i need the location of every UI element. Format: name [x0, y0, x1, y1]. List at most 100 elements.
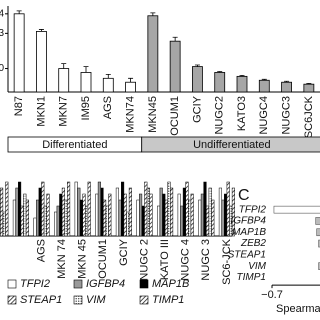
- bar: [318, 239, 320, 248]
- bar: [167, 181, 171, 237]
- bar: [77, 187, 81, 237]
- legend-swatch: [7, 295, 17, 305]
- legend-label: TFPI2: [20, 278, 50, 290]
- bar: [169, 40, 181, 93]
- x-tick-label: KATO3: [236, 96, 248, 131]
- x-tick-label: AGS: [35, 239, 47, 262]
- legend-label: STEAP1: [20, 294, 62, 306]
- bar: [74, 181, 78, 237]
- group-label: Undifferentiated: [193, 139, 270, 151]
- bar: [33, 217, 37, 237]
- bar: [226, 181, 230, 237]
- x-tick-label: SC6-JCK: [221, 238, 233, 285]
- bar: [136, 199, 140, 237]
- x-tick-label: MKN45: [147, 96, 159, 133]
- x-tick-label: NUGC 2: [138, 239, 150, 281]
- error-bar: [239, 74, 245, 77]
- x-tick-label: OCUM1: [97, 239, 109, 279]
- bar: [58, 68, 70, 93]
- x-tick-label: NUGC4: [258, 96, 270, 135]
- bar: [214, 72, 226, 93]
- y-tick-label: IGFBP4: [230, 216, 266, 227]
- error-bar: [261, 78, 267, 81]
- error-bar: [61, 63, 67, 69]
- x-tick-label: NUGC 4: [180, 239, 192, 281]
- bar: [139, 193, 143, 237]
- x-tick-label: N87: [13, 96, 25, 116]
- bar: [0, 187, 4, 237]
- bar: [236, 75, 248, 93]
- bar: [36, 31, 47, 93]
- bar: [46, 193, 50, 237]
- bar: [59, 193, 63, 237]
- bar: [103, 199, 107, 237]
- bar: [190, 193, 194, 237]
- error-bar: [194, 64, 200, 67]
- bar: [231, 187, 235, 237]
- bar: [170, 187, 174, 237]
- bar: [38, 187, 42, 237]
- bar: [128, 187, 132, 237]
- legend-swatch: [139, 295, 149, 305]
- legend-swatch: [139, 279, 149, 289]
- bar: [162, 193, 166, 237]
- x-axis-label: Spearma: [276, 303, 320, 315]
- bar: [221, 199, 225, 237]
- bar: [125, 81, 136, 93]
- error-bar: [83, 66, 89, 73]
- x-tick-label: IM95: [80, 96, 92, 120]
- bar: [315, 217, 320, 225]
- bar: [211, 199, 215, 237]
- bar: [198, 199, 202, 237]
- y-tick-label: VIM: [248, 261, 266, 272]
- legend-label: VIM: [86, 294, 106, 306]
- legend-label: TIMP1: [152, 294, 184, 306]
- x-tick-label: GCIY: [118, 238, 130, 266]
- bar: [108, 193, 112, 237]
- bar: [105, 205, 109, 237]
- x-tick-label: MKN1: [35, 96, 47, 127]
- bar: [281, 81, 292, 93]
- bar: [182, 187, 186, 237]
- x-tick-label: MKN7: [58, 96, 70, 127]
- bar: [192, 66, 203, 93]
- bar: [118, 199, 122, 237]
- bar: [224, 193, 228, 237]
- y-tick-label: 3: [0, 28, 4, 39]
- x-tick-label: −0.7: [261, 289, 283, 301]
- bar: [208, 187, 212, 237]
- x-tick-label: MKN 45: [77, 239, 89, 279]
- bar: [200, 193, 204, 237]
- bar: [64, 199, 68, 237]
- bar: [159, 187, 163, 237]
- bar: [20, 205, 24, 237]
- bar: [126, 211, 130, 237]
- bar: [258, 79, 270, 93]
- bar: [177, 193, 181, 237]
- legend-label: MAP1B: [152, 278, 189, 290]
- group-label: Differentiated: [42, 139, 107, 151]
- bar: [5, 181, 9, 237]
- panel-label: C: [238, 187, 250, 204]
- bar: [303, 83, 315, 93]
- legend-swatch: [7, 279, 17, 289]
- bar: [82, 193, 86, 237]
- x-tick-label: AGS: [102, 96, 114, 119]
- bar: [43, 205, 47, 237]
- group-box: [141, 136, 320, 153]
- bar: [67, 181, 71, 237]
- bar: [100, 187, 104, 237]
- x-tick-label: SC6JCK: [303, 95, 315, 138]
- bar: [144, 181, 148, 237]
- bar: [41, 181, 45, 237]
- error-bar: [306, 83, 312, 85]
- y-tick-label: 4: [0, 8, 4, 19]
- error-bar: [128, 77, 134, 83]
- bar: [115, 187, 119, 237]
- bar: [36, 199, 40, 237]
- bar: [23, 193, 27, 237]
- bar: [97, 181, 101, 237]
- bar: [180, 205, 184, 237]
- bar: [56, 205, 60, 237]
- bar: [95, 193, 99, 237]
